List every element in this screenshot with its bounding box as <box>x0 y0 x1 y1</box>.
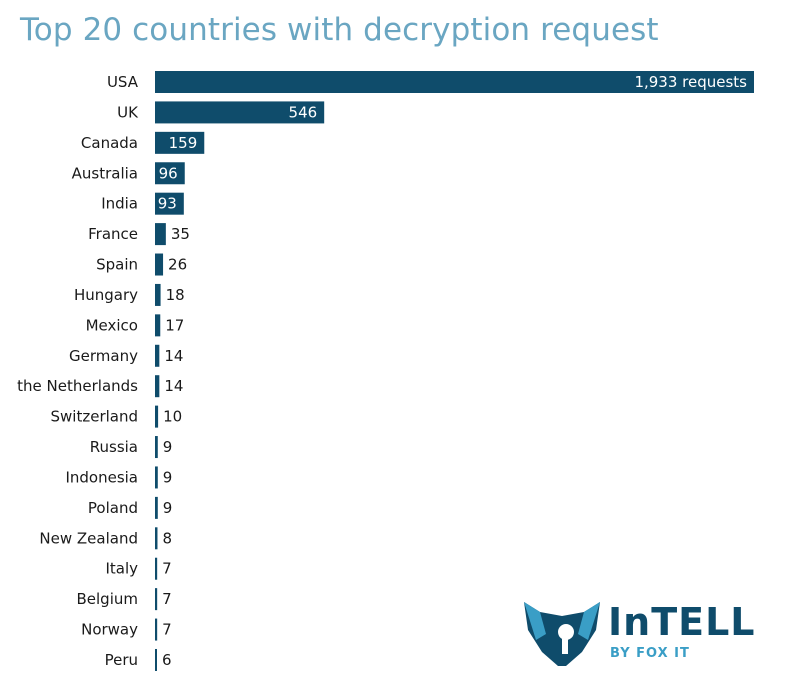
category-label: Mexico <box>86 316 138 334</box>
bar <box>155 648 157 671</box>
category-label: Italy <box>105 560 138 578</box>
value-label: 9 <box>163 468 173 486</box>
value-label: 93 <box>158 195 177 213</box>
value-label: 14 <box>164 347 183 365</box>
category-label: Norway <box>81 621 138 639</box>
category-label: Peru <box>105 651 138 669</box>
value-label: 10 <box>163 408 182 426</box>
bar <box>155 436 158 459</box>
category-label: USA <box>107 73 139 91</box>
value-label: 17 <box>165 316 184 334</box>
bar <box>155 71 754 93</box>
bar <box>155 253 164 276</box>
category-label: Indonesia <box>65 468 138 486</box>
value-label: 7 <box>162 560 172 578</box>
category-label: New Zealand <box>39 529 138 547</box>
bar <box>155 283 161 306</box>
value-label: 1,933 requests <box>634 73 747 91</box>
value-label: 35 <box>171 225 190 243</box>
logo-tagline: BY FOX IT <box>610 646 690 661</box>
value-label: 9 <box>163 438 173 456</box>
logo-wordmark: InTELL <box>608 600 756 644</box>
category-label: the Netherlands <box>17 377 138 395</box>
bar <box>155 375 160 398</box>
value-label: 7 <box>162 590 172 608</box>
bar <box>155 192 184 215</box>
bar <box>155 405 159 428</box>
bar <box>155 131 205 154</box>
bar <box>155 344 160 367</box>
category-label: Hungary <box>74 286 138 304</box>
bar <box>155 223 166 246</box>
bar <box>155 466 158 489</box>
bar <box>155 162 185 185</box>
value-label: 18 <box>166 286 185 304</box>
bar <box>155 314 161 337</box>
value-label: 546 <box>289 103 318 121</box>
category-label: Poland <box>88 499 138 517</box>
value-label: 96 <box>159 164 178 182</box>
category-label: France <box>88 225 138 243</box>
value-label: 8 <box>162 529 172 547</box>
bar <box>155 496 158 519</box>
bar <box>155 101 325 124</box>
category-label: Germany <box>69 347 138 365</box>
category-label: Russia <box>90 438 138 456</box>
bar <box>155 527 158 550</box>
category-label: India <box>101 195 138 213</box>
value-label: 9 <box>163 499 173 517</box>
fox-head-icon <box>524 602 600 666</box>
chart-title: Top 20 countries with decryption request <box>20 12 659 48</box>
bar <box>155 618 158 641</box>
value-label: 14 <box>164 377 183 395</box>
value-label: 159 <box>169 134 198 152</box>
category-label: Canada <box>81 134 138 152</box>
bar <box>155 588 158 611</box>
bar <box>155 557 158 580</box>
value-label: 26 <box>168 256 187 274</box>
category-label: Spain <box>96 256 138 274</box>
value-label: 6 <box>162 651 172 669</box>
intell-logo: InTELL BY FOX IT <box>522 600 762 668</box>
category-label: UK <box>117 103 139 121</box>
category-label: Belgium <box>77 590 139 608</box>
category-label: Australia <box>72 164 138 182</box>
value-label: 7 <box>162 621 172 639</box>
category-label: Switzerland <box>51 408 139 426</box>
